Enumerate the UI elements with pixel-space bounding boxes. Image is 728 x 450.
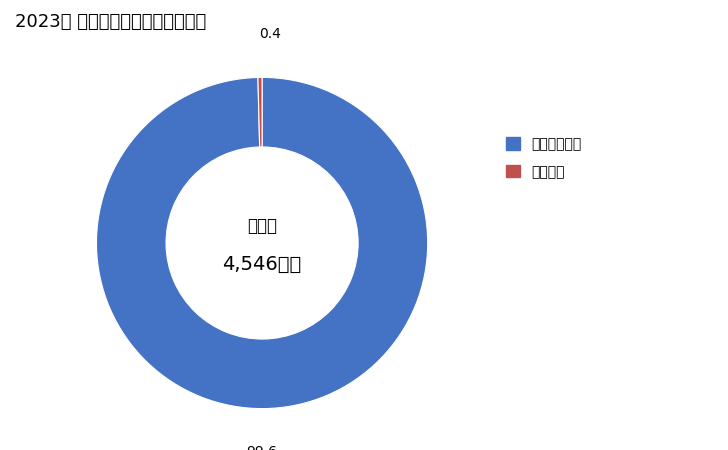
Text: 99.6: 99.6 [247, 445, 277, 450]
Text: 総　額: 総 額 [247, 217, 277, 235]
Wedge shape [258, 77, 262, 147]
Text: 2023年 輸出相手国のシェア（％）: 2023年 輸出相手国のシェア（％） [15, 14, 206, 32]
Text: 0.4: 0.4 [259, 27, 281, 41]
Legend: シンガポール, ナミビア: シンガポール, ナミビア [502, 133, 585, 183]
Text: 4,546万円: 4,546万円 [223, 255, 301, 274]
Wedge shape [97, 77, 427, 409]
